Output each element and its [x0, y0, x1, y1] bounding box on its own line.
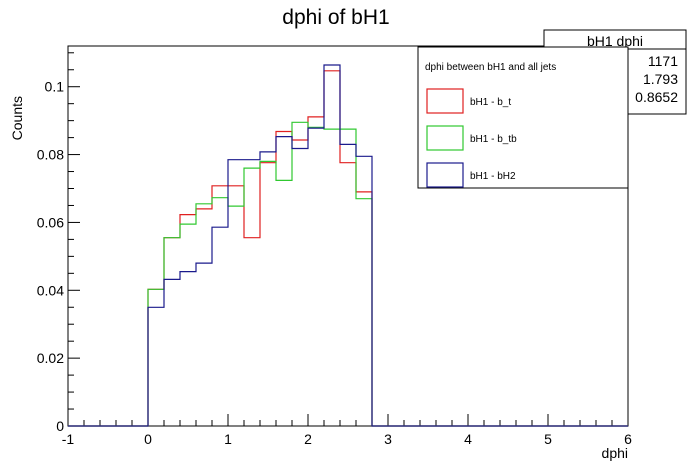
x-axis-ticks: -1 0 1 2 3 4 5 6	[62, 414, 632, 447]
y-axis-ticks: 0 0.02 0.04 0.06 0.08 0.1	[37, 52, 80, 434]
histogram-series-2	[68, 64, 628, 427]
stats-value-std: 0.8652	[635, 89, 678, 105]
y-tick-label: 0.02	[37, 350, 64, 366]
x-axis-label: dphi	[602, 445, 628, 461]
stats-value-entries: 1171	[648, 53, 678, 69]
x-tick-label: 3	[384, 431, 392, 447]
legend-label-2: bH1 - bH2	[470, 171, 516, 182]
y-tick-label: 0	[56, 418, 64, 434]
legend-frame	[417, 46, 629, 189]
x-tick-label: 4	[464, 431, 472, 447]
histogram-series	[68, 64, 628, 427]
x-tick-label: 5	[544, 431, 552, 447]
legend: dphi between bH1 and all jets bH1 - b_tb…	[417, 46, 629, 189]
y-axis-label: Counts	[9, 96, 25, 140]
legend-swatch-2	[426, 162, 464, 188]
x-tick-label: 2	[304, 431, 312, 447]
legend-swatch-0	[426, 88, 464, 114]
y-tick-label: 0.1	[45, 79, 65, 95]
x-tick-label: 0	[144, 431, 152, 447]
y-tick-label: 0.04	[37, 282, 64, 298]
y-tick-label: 0.08	[37, 147, 64, 163]
x-tick-label: -1	[62, 431, 75, 447]
histogram-series-1	[68, 121, 628, 427]
x-tick-label: 6	[624, 431, 632, 447]
legend-swatch-1	[426, 125, 464, 151]
legend-label-1: bH1 - b_tb	[470, 134, 517, 145]
legend-entries: bH1 - b_t bH1 - b_tb bH1 - bH2	[426, 88, 517, 188]
plot-frame	[67, 45, 629, 427]
stats-box-title: bH1 dphi	[587, 33, 643, 49]
stats-value-mean: 1.793	[643, 71, 678, 87]
legend-label-0: bH1 - b_t	[470, 97, 511, 108]
y-tick-label: 0.06	[37, 214, 64, 230]
x-tick-label: 1	[224, 431, 232, 447]
legend-title: dphi between bH1 and all jets	[425, 62, 556, 73]
chart-title: dphi of bH1	[282, 6, 389, 29]
